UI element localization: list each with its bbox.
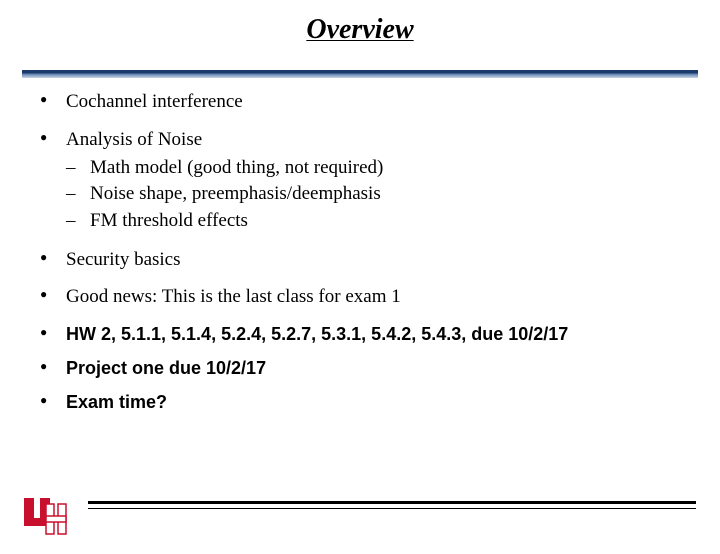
uh-logo-icon [20,492,68,540]
bullet-cochannel: Cochannel interference [40,90,690,114]
bullet-text: Project one due 10/2/17 [66,358,266,378]
content-area: Cochannel interference Analysis of Noise… [40,90,690,424]
sub-noise-shape: Noise shape, preemphasis/deemphasis [66,182,690,207]
bullet-exam-time: Exam time? [40,391,690,415]
bullet-text: Security basics [66,249,181,270]
title-underline-bar [22,70,698,78]
bullet-good-news: Good news: This is the last class for ex… [40,285,690,309]
sub-math-model: Math model (good thing, not required) [66,156,690,181]
footer-line-thick [88,501,696,504]
sub-list: Math model (good thing, not required) No… [66,156,690,234]
footer-line-thin [88,508,696,509]
sub-text: FM threshold effects [90,210,248,231]
bullet-text: Exam time? [66,392,167,412]
sub-text: Math model (good thing, not required) [90,157,383,178]
bullet-security: Security basics [40,248,690,272]
bullet-analysis-noise: Analysis of Noise Math model (good thing… [40,128,690,234]
bullet-text: Good news: This is the last class for ex… [66,286,401,307]
sub-fm-threshold: FM threshold effects [66,209,690,234]
bullet-text: Cochannel interference [66,91,243,112]
bullet-list: Cochannel interference Analysis of Noise… [40,90,690,414]
sub-text: Noise shape, preemphasis/deemphasis [90,183,381,204]
bullet-hw2: HW 2, 5.1.1, 5.1.4, 5.2.4, 5.2.7, 5.3.1,… [40,323,690,347]
bullet-project: Project one due 10/2/17 [40,357,690,381]
slide-title: Overview [0,14,720,46]
bullet-text: HW 2, 5.1.1, 5.1.4, 5.2.4, 5.2.7, 5.3.1,… [66,324,568,344]
slide: Overview Cochannel interference Analysis… [0,14,720,554]
bullet-text: Analysis of Noise [66,129,202,150]
